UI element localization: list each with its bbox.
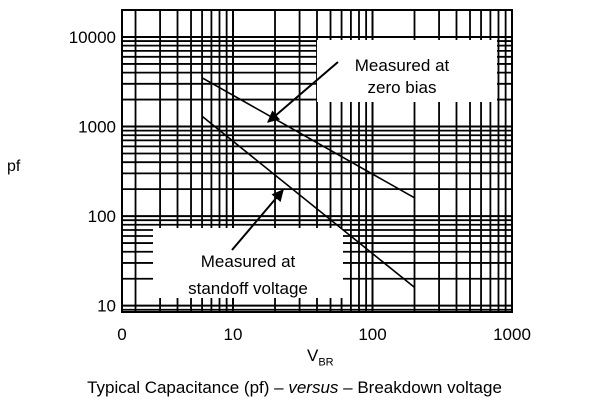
x-axis-label-sub: BR	[318, 356, 334, 369]
annotation-box-zero-bias	[317, 40, 497, 102]
y-axis-label: pf	[7, 158, 21, 175]
series-line-1	[201, 77, 415, 199]
annotations: Measured at zero bias Measured at standoff …	[188, 56, 450, 298]
annotation-box-standoff	[153, 228, 343, 298]
caption-versus: versus	[288, 378, 339, 397]
plot-frame	[121, 9, 513, 313]
caption-part1: Typical Capacitance (pf) –	[87, 378, 284, 397]
annotation-boxes	[153, 40, 497, 298]
annotation-standoff-line1: Measured at	[201, 252, 296, 271]
annotation-zero-bias-line2: zero bias	[368, 78, 437, 97]
annotation-zero-bias-line1: Measured at	[355, 56, 450, 75]
caption-part3: – Breakdown voltage	[343, 378, 502, 397]
series-lines	[201, 77, 416, 289]
x-axis-label: VBR	[307, 346, 334, 368]
series-line-2	[201, 115, 416, 289]
y-tick-label: 10000	[69, 28, 116, 47]
y-tick-label: 100	[88, 207, 116, 226]
annotation-standoff-line2: standoff voltage	[188, 279, 308, 298]
annotation-arrow-standoff	[231, 189, 284, 251]
x-tick-label: 100	[358, 325, 386, 344]
y-tick-label: 10	[97, 297, 116, 316]
annotation-arrow-zero-bias	[267, 61, 339, 123]
plot-border	[121, 9, 513, 313]
x-tick-label: 0	[117, 325, 126, 344]
x-axis-label-main: V	[307, 346, 319, 365]
y-tick-label: 1000	[78, 118, 116, 137]
x-tick-label: 10	[224, 325, 243, 344]
chart-caption: Typical Capacitance (pf) – versus – Brea…	[0, 378, 589, 398]
x-tick-label: 1000	[493, 325, 531, 344]
